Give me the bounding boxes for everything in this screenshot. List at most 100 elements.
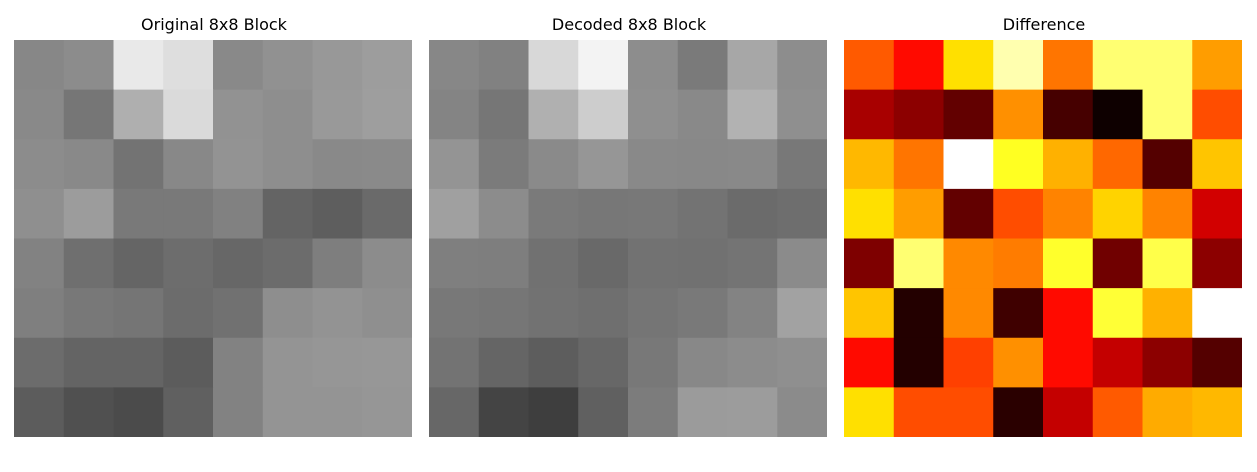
heatmap-cell [628,89,679,140]
heatmap-cell [163,139,214,190]
heatmap-cell [528,288,579,339]
heatmap-cell [1043,288,1094,339]
heatmap-cell [163,288,214,339]
heatmap-cell [63,238,115,289]
heatmap-cell [429,139,480,190]
heatmap-cell [163,40,214,91]
heatmap-cell [727,139,778,190]
heatmap-cell [893,139,945,190]
heatmap-cell [429,89,480,140]
heatmap-cell [1043,188,1094,240]
heatmap-cell [1092,337,1144,388]
heatmap-cell [262,387,314,437]
heatmap-cell [844,89,895,140]
heatmap-cell [677,387,729,437]
heatmap-cell [113,40,164,91]
heatmap-cell [1092,89,1144,140]
heatmap-cell [993,387,1044,437]
heatmap-cell [1192,188,1242,240]
heatmap-cell [578,238,629,289]
heatmap-cell [1043,238,1094,289]
heatmap-cell [943,387,994,437]
heatmap-cell [113,337,164,388]
heatmap-cell [1142,139,1193,190]
heatmap-cell [777,188,827,240]
heatmap-cell [312,89,363,140]
heatmap-cell [777,139,827,190]
heatmap-cell [429,40,480,91]
heatmap-cell [478,188,530,240]
heatmap-cell [63,337,115,388]
heatmap-cell [1043,139,1094,190]
heatmap-cell [844,238,895,289]
heatmap-cell [63,139,115,190]
heatmap-cell [727,89,778,140]
heatmap-cell [528,139,579,190]
heatmap-cell [893,40,945,91]
heatmap-cell [578,337,629,388]
heatmap-cell [578,387,629,437]
chart-title: Original 8x8 Block [141,15,287,34]
heatmap-cell [113,89,164,140]
heatmap-cell [528,387,579,437]
heatmap-cell [578,40,629,91]
heatmap-cell [362,288,412,339]
heatmap-cell [262,238,314,289]
heatmap-cell [1192,337,1242,388]
heatmap-cell [113,139,164,190]
heatmap-cell [478,288,530,339]
heatmap-cell [1092,188,1144,240]
heatmap-cell [429,238,480,289]
heatmap-cell [528,40,579,91]
heatmap-cell [312,139,363,190]
heatmap-cell [993,288,1044,339]
heatmap-cell [844,288,895,339]
heatmap-cell [1043,387,1094,437]
heatmap-cell [63,89,115,140]
heatmap-difference [844,40,1242,437]
heatmap-cell [14,238,65,289]
heatmap-cell [362,238,412,289]
heatmap-cell [213,188,264,240]
heatmap-cell [163,238,214,289]
heatmap-cell [1192,40,1242,91]
heatmap-cell [677,40,729,91]
heatmap-cell [1192,89,1242,140]
heatmap-cell [628,238,679,289]
heatmap-cell [1142,387,1193,437]
heatmap-cell [1192,288,1242,339]
heatmap-cell [893,288,945,339]
heatmap-cell [63,288,115,339]
heatmap-cell [213,387,264,437]
heatmap-cell [478,139,530,190]
heatmap-cell [844,40,895,91]
heatmap-cell [1142,188,1193,240]
heatmap-cell [628,40,679,91]
heatmap-cell [777,89,827,140]
heatmap-cell [628,387,679,437]
heatmap-cell [1142,288,1193,339]
heatmap-cell [312,238,363,289]
heatmap-cell [1092,387,1144,437]
heatmap-cell [993,337,1044,388]
heatmap-cell [844,139,895,190]
heatmap-cell [113,288,164,339]
heatmap-cell [943,337,994,388]
heatmap-cell [943,89,994,140]
heatmap-cell [528,188,579,240]
heatmap-cell [1092,139,1144,190]
heatmap-cell [113,238,164,289]
heatmap-original [14,40,412,437]
heatmap-cell [993,188,1044,240]
heatmap-cell [262,288,314,339]
heatmap-cell [14,89,65,140]
heatmap-cell [478,387,530,437]
heatmap-cell [63,387,115,437]
heatmap-cell [14,40,65,91]
heatmap-cell [528,238,579,289]
heatmap-cell [163,337,214,388]
heatmap-cell [362,139,412,190]
heatmap-cell [262,139,314,190]
heatmap-cell [1092,40,1144,91]
heatmap-cell [478,337,530,388]
